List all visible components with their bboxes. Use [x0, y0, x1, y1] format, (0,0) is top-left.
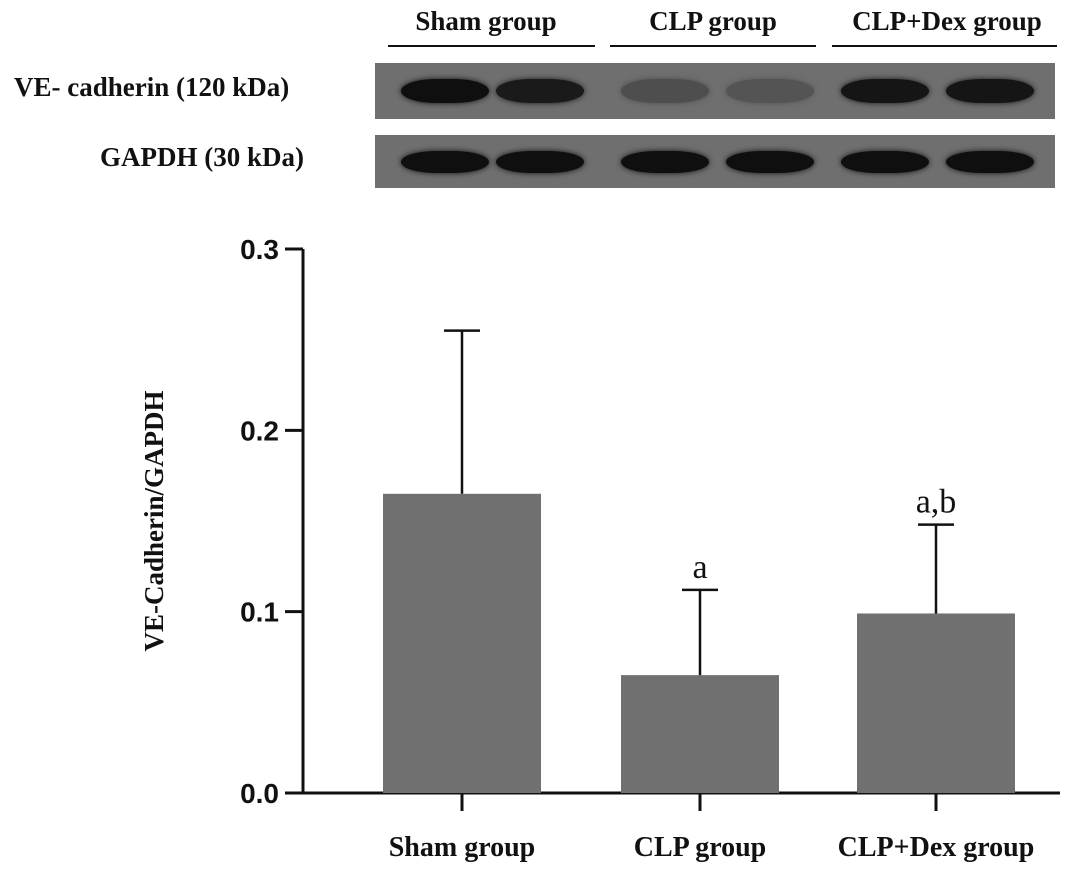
blot-group-underline-clp [610, 45, 816, 47]
blot-band [841, 151, 929, 173]
blot-band [496, 79, 584, 103]
blot-group-underline-clp-dex [832, 45, 1057, 47]
bar [857, 613, 1015, 793]
y-tick-label: 0.0 [240, 778, 279, 809]
x-tick-label: Sham group [389, 832, 536, 863]
blot-band [621, 151, 709, 173]
y-axis-label: VE-Cadherin/GAPDH [139, 390, 169, 651]
blot-group-label-clp: CLP group [649, 6, 777, 36]
y-tick-label: 0.3 [240, 234, 279, 265]
blot-strip-ve-cadherin [375, 63, 1055, 119]
blot-group-underline-sham [388, 45, 595, 47]
blot-band [841, 79, 929, 103]
blot-band [946, 79, 1034, 103]
significance-label: a [692, 549, 707, 586]
x-tick-label: CLP+Dex group [838, 832, 1035, 863]
blot-group-label-sham: Sham group [415, 6, 557, 36]
x-tick-label: CLP group [634, 832, 767, 863]
y-tick-label: 0.1 [240, 597, 279, 628]
blot-band [726, 79, 814, 103]
blot-band [401, 151, 489, 173]
blot-band [621, 79, 709, 103]
blot-strip-gapdh [375, 135, 1055, 188]
blot-band [726, 151, 814, 173]
y-tick-label: 0.2 [240, 415, 279, 446]
bar [383, 493, 541, 793]
significance-label: a,b [916, 484, 957, 521]
bar [621, 675, 779, 793]
blot-row-label-ve-cadherin: VE- cadherin (120 kDa) [14, 72, 290, 102]
blot-group-label-clp-dex: CLP+Dex group [852, 6, 1042, 36]
blot-row-label-gapdh: GAPDH (30 kDa) [100, 142, 304, 172]
blot-band [401, 79, 489, 103]
blot-band [496, 151, 584, 173]
blot-band [946, 151, 1034, 173]
